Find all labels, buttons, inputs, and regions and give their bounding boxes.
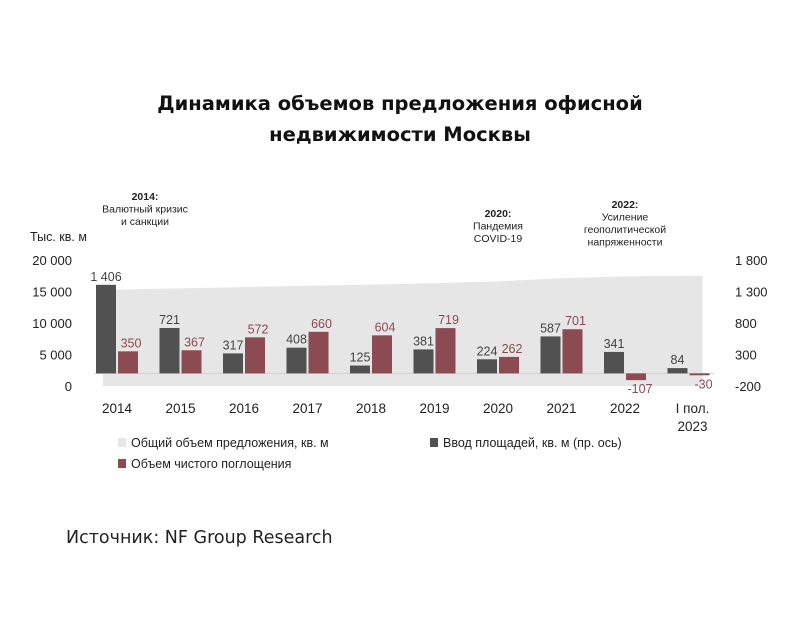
commissioning-bar: [604, 351, 624, 374]
absorption-value-label: 572: [248, 322, 269, 336]
absorption-bar: [372, 335, 392, 374]
commissioning-bar: [413, 349, 434, 374]
absorption-value-label: 719: [438, 313, 459, 327]
absorption-value-label: 701: [565, 314, 586, 328]
right-axis-tick: 1 800: [735, 253, 768, 268]
chart-title: Динамика объемов предложения офисной нед…: [0, 88, 800, 150]
commissioning-bar: [350, 365, 370, 374]
absorption-value-label: 350: [121, 336, 142, 350]
right-axis-tick: 800: [735, 316, 757, 331]
absorption-bar: [181, 350, 202, 374]
x-axis-tick-label: 2022: [610, 401, 640, 416]
right-axis-tick: -200: [735, 379, 761, 394]
absorption-value-label: -30: [694, 377, 712, 391]
absorption-bar: [626, 373, 646, 381]
commissioning-value-label: 1 406: [90, 270, 121, 284]
x-axis-tick-label: 2023: [677, 419, 707, 434]
annotation-text: COVID-19: [474, 233, 523, 245]
commissioning-bar: [477, 359, 497, 374]
x-axis-tick-label: 2014: [102, 401, 133, 416]
annotation-year: 2022:: [612, 199, 639, 211]
source-note: Источник: NF Group Research: [66, 528, 333, 548]
absorption-bar: [499, 356, 519, 374]
commissioning-bar: [159, 327, 180, 374]
x-axis-tick-label: 2019: [419, 401, 449, 416]
annotation-text: Усиление: [602, 212, 649, 224]
annotation-year: 2020:: [485, 208, 512, 220]
legend-swatch: [118, 459, 126, 468]
legend-swatch: [118, 438, 126, 447]
absorption-bar: [689, 373, 710, 376]
x-axis-tick-label: 2021: [546, 401, 576, 416]
left-axis-tick: 10 000: [32, 316, 72, 331]
commissioning-bar: [223, 353, 243, 374]
right-axis-tick: 300: [735, 348, 757, 363]
x-axis-tick-label: 2015: [165, 401, 195, 416]
commissioning-value-label: 587: [540, 321, 561, 335]
commissioning-value-label: 721: [159, 313, 180, 327]
commissioning-value-label: 317: [223, 338, 244, 352]
left-axis-label: Тыс. кв. м: [30, 230, 87, 244]
left-axis-tick: 15 000: [32, 285, 72, 300]
legend-label: Ввод площадей, кв. м (пр. ось): [443, 436, 622, 450]
left-axis-tick: 5 000: [39, 348, 72, 363]
annotation-text: напряженности: [588, 237, 663, 249]
x-axis-tick-label: I пол.: [676, 401, 710, 416]
commissioning-bar: [667, 368, 688, 374]
right-axis-tick: 1 300: [735, 285, 768, 300]
absorption-bar: [562, 329, 583, 374]
commissioning-bar: [96, 284, 116, 374]
annotation-text: и санкции: [121, 216, 169, 228]
left-axis-tick: 0: [65, 379, 72, 394]
left-axis-tick: 20 000: [32, 253, 72, 268]
annotation-text: геополитической: [584, 224, 666, 236]
legend-label: Объем чистого поглощения: [131, 457, 291, 471]
x-axis-tick-label: 2017: [292, 401, 322, 416]
absorption-value-label: 262: [502, 342, 523, 356]
annotation-text: Валютный кризис: [102, 204, 188, 216]
commissioning-value-label: 84: [671, 353, 685, 367]
commissioning-value-label: 341: [604, 337, 625, 351]
absorption-value-label: -107: [627, 382, 652, 396]
absorption-value-label: 367: [184, 335, 205, 349]
absorption-value-label: 660: [311, 317, 332, 331]
commissioning-value-label: 408: [286, 333, 307, 347]
absorption-bar: [435, 328, 456, 374]
commissioning-value-label: 381: [413, 334, 434, 348]
absorption-bar: [245, 337, 265, 374]
absorption-bar: [118, 351, 138, 374]
absorption-bar: [308, 331, 329, 374]
chart-title-line-2: недвижимости Москвы: [269, 123, 531, 146]
commissioning-value-label: 125: [350, 351, 371, 365]
absorption-value-label: 604: [375, 320, 396, 334]
commissioning-bar: [286, 347, 307, 374]
x-axis-tick-label: 2016: [229, 401, 259, 416]
chart-title-line-1: Динамика объемов предложения офисной: [157, 92, 643, 115]
annotation-year: 2014:: [132, 191, 159, 203]
legend-swatch: [430, 438, 438, 447]
legend-label: Общий объем предложения, кв. м: [131, 436, 329, 450]
annotation-text: Пандемия: [473, 221, 523, 233]
commissioning-value-label: 224: [477, 344, 498, 358]
x-axis-tick-label: 2020: [483, 401, 513, 416]
x-axis-tick-label: 2018: [356, 401, 386, 416]
commissioning-bar: [540, 336, 561, 374]
